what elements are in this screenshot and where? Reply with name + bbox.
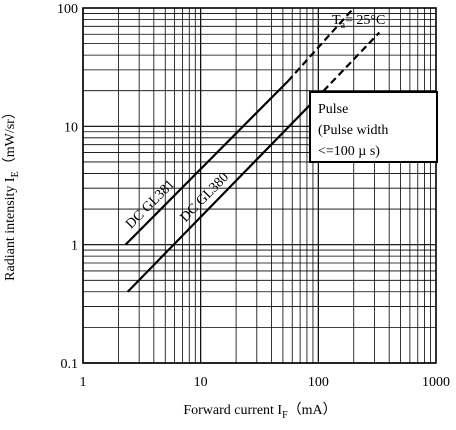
temperature-label: Ta= 25°C <box>332 13 385 31</box>
x-axis-label: Forward current IF（mA） <box>183 402 336 421</box>
series-dc-gl381-dc-line <box>124 80 289 246</box>
series-label-dc-gl380: DC GL380 <box>178 170 232 225</box>
y-axis-label: Radiant intensity IE（mW/sr） <box>2 105 21 281</box>
pulse-box-line-1: Pulse <box>318 102 348 117</box>
y-tick-label: 1 <box>71 239 78 254</box>
y-tick-label: 100 <box>57 2 78 17</box>
series-dc-gl380-pulse-line <box>314 31 381 100</box>
pulse-box-line-3: <=100 µ s) <box>318 144 380 159</box>
y-tick-label: 10 <box>64 120 78 135</box>
x-tick-label: 1 <box>80 375 87 390</box>
pulse-legend-box <box>309 91 438 163</box>
x-tick-label: 10 <box>194 375 208 390</box>
x-tick-label: 100 <box>308 375 329 390</box>
pulse-box-line-2: (Pulse width <box>318 123 388 138</box>
x-tick-label: 1000 <box>422 375 450 390</box>
series-dc-gl380-dc-line <box>126 98 317 293</box>
plot-frame <box>82 7 437 364</box>
y-tick-label: 0.1 <box>61 357 79 372</box>
text-layer: Ta= 25°C Pulse (Pulse width <=100 µ s) F… <box>2 13 438 421</box>
series-dc-gl381-pulse-line <box>286 7 355 83</box>
series-label-dc-gl381: DC GL381 <box>123 177 178 232</box>
